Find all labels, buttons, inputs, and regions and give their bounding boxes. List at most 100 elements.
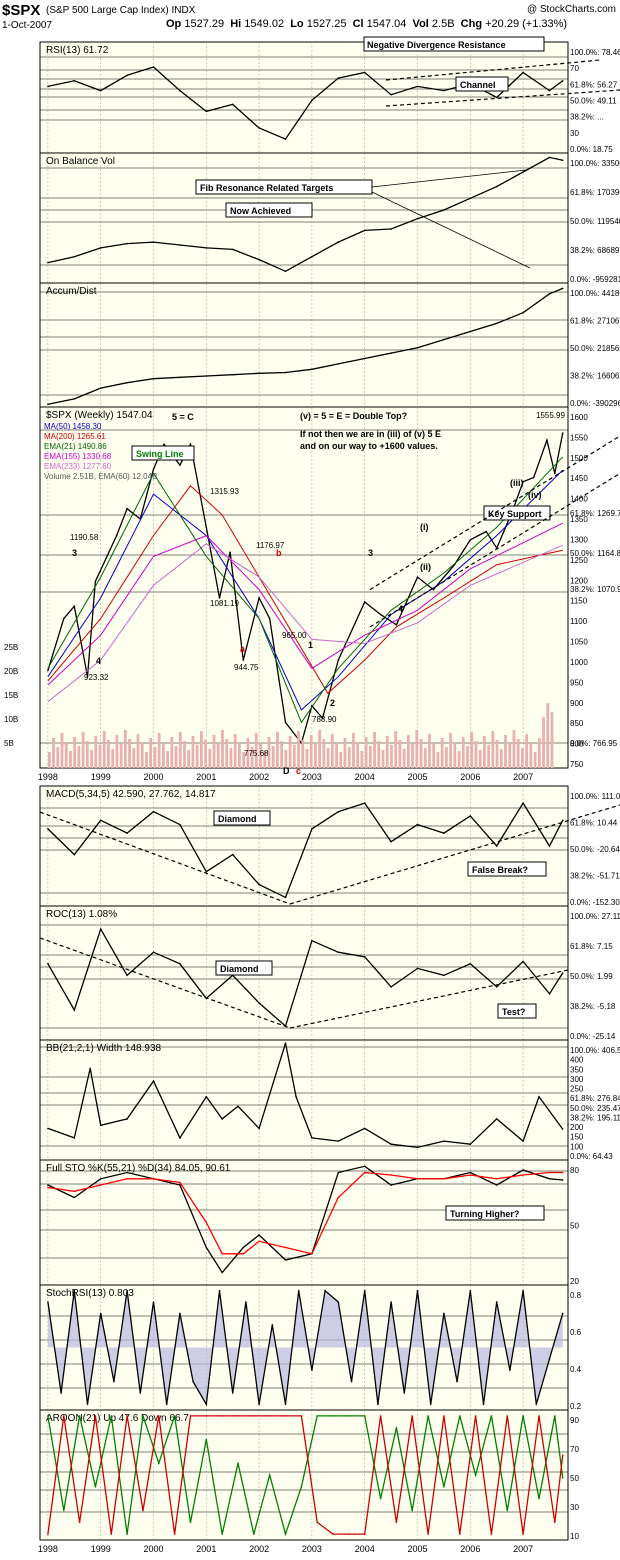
annotation: Now Achieved — [230, 206, 291, 216]
quote-change: +20.29 (+1.33%) — [485, 18, 568, 30]
data-point — [158, 1462, 160, 1464]
data-point — [179, 823, 181, 826]
data-point — [332, 1415, 334, 1417]
data-point — [495, 1118, 498, 1120]
annotation: Turning Higher? — [450, 1209, 519, 1219]
data-point — [258, 1127, 260, 1130]
right-axis-label: 850 — [570, 719, 584, 728]
wave-label: 2 — [330, 698, 335, 708]
volume-bar — [339, 752, 343, 768]
ema21-line — [47, 456, 564, 724]
data-point — [429, 1403, 432, 1406]
volume-bar — [533, 752, 537, 768]
data-point — [231, 373, 234, 376]
data-point — [179, 89, 181, 92]
annotation: (v) = 5 = E = Double Top? — [300, 411, 407, 421]
data-point — [379, 1497, 382, 1500]
volume-bar — [402, 749, 406, 768]
volume-bar — [191, 736, 195, 768]
right-axis-label: 0.8 — [570, 1291, 582, 1300]
data-point — [205, 526, 208, 529]
data-point — [89, 1067, 91, 1070]
right-axis-label: 100.0%: 111.03 — [570, 792, 620, 801]
price-label: 944.75 — [234, 663, 259, 672]
legend-item: MA(200) 1265.61 — [44, 432, 106, 441]
quote-open: 1527.29 — [184, 18, 225, 30]
volume-bar — [436, 752, 440, 768]
data-point — [126, 242, 128, 245]
data-point — [427, 1533, 429, 1535]
right-axis-label: 50.0%: 119540320.00 — [570, 217, 620, 226]
callout-line — [371, 169, 527, 188]
wave-label: 4 — [398, 604, 403, 614]
data-point — [337, 1171, 340, 1174]
data-point — [152, 951, 155, 954]
right-axis-label: 1300 — [570, 535, 588, 544]
data-point — [337, 1196, 340, 1199]
right-axis-label: 70 — [570, 1445, 579, 1454]
data-point — [284, 1246, 287, 1249]
data-point — [253, 1533, 255, 1535]
panel-title: BB(21,2,1) Width 148.938 — [46, 1043, 162, 1054]
data-point — [538, 1096, 540, 1098]
data-point — [205, 870, 208, 873]
volume-bar — [60, 733, 64, 768]
data-point — [548, 292, 551, 295]
data-point — [258, 597, 260, 599]
data-point — [126, 1289, 128, 1292]
volume-bar — [259, 742, 262, 768]
data-point — [411, 1509, 414, 1512]
data-point — [152, 468, 155, 471]
data-point — [126, 1533, 128, 1535]
panel-frame — [39, 152, 569, 284]
panel-title: Full STO %K(55,21) %D(34) 84.05, 90.61 — [46, 1163, 231, 1174]
right-axis-label: 0.6 — [570, 1328, 582, 1337]
volume-bar — [432, 743, 436, 768]
data-point — [152, 241, 155, 243]
index-name: (S&P 500 Large Cap Index) INDX — [46, 5, 196, 16]
volume-bar — [47, 752, 51, 768]
panel-frame — [39, 785, 569, 907]
year-label: 2002 — [249, 1544, 269, 1554]
volume-bar — [394, 731, 398, 768]
data-point — [62, 1415, 65, 1417]
wave-label: b — [276, 548, 282, 558]
annotation-box — [363, 36, 545, 52]
quote-close: 1547.04 — [366, 18, 407, 30]
price-label: 1081.19 — [210, 599, 239, 608]
panel-title: AROON(21) Up 47.6 Down 66.7 — [46, 1413, 189, 1424]
data-point — [469, 962, 472, 965]
data-point — [522, 1289, 524, 1292]
data-point — [231, 1392, 234, 1394]
data-point — [495, 1184, 498, 1186]
data-point — [152, 1080, 155, 1082]
annotation-box — [445, 1205, 545, 1221]
stochrsi-fill — [47, 1290, 563, 1405]
volume-bar — [385, 736, 389, 768]
series-line-0 — [47, 1415, 564, 1537]
volume-bar — [73, 737, 77, 768]
volume-bar — [128, 739, 131, 768]
data-point — [205, 247, 208, 249]
ema233-line — [47, 543, 563, 702]
volume-bar — [263, 751, 267, 768]
volume-bar — [52, 738, 55, 768]
volume-bar — [276, 732, 279, 768]
wave-label: 1 — [308, 640, 313, 650]
volume-bar — [423, 748, 427, 768]
right-axis-label: 350 — [570, 1065, 584, 1074]
data-point — [390, 840, 392, 843]
data-point — [490, 1415, 493, 1417]
volume-axis-label: 25B — [4, 643, 18, 652]
volume-bar — [149, 738, 153, 768]
volume-bar — [406, 735, 410, 768]
volume-bar — [195, 745, 199, 768]
data-point — [221, 1252, 223, 1255]
data-point — [522, 1169, 524, 1171]
data-point — [258, 1234, 260, 1236]
data-point — [73, 1190, 76, 1193]
data-point — [62, 1509, 65, 1512]
data-point — [443, 1486, 445, 1488]
data-point — [237, 1415, 239, 1417]
panel-4: MACD(5,34,5) 42.590, 27.762, 14.817 100.0… — [39, 785, 620, 907]
